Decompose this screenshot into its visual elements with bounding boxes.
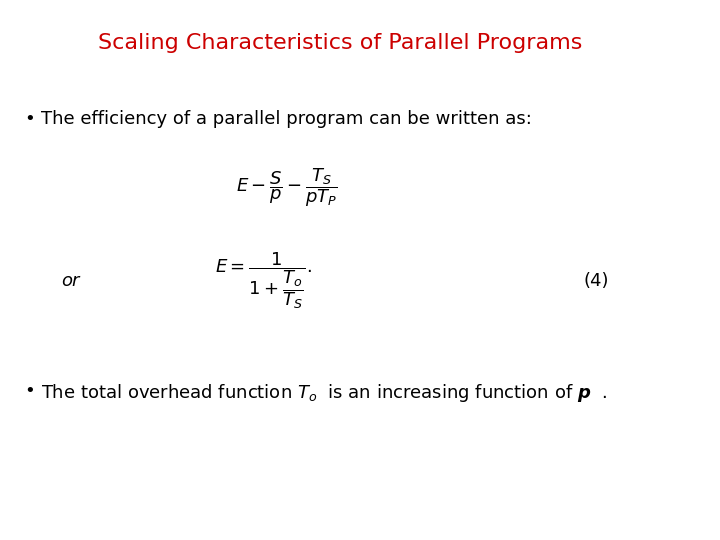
Text: or: or xyxy=(61,272,80,289)
Text: Scaling Characteristics of Parallel Programs: Scaling Characteristics of Parallel Prog… xyxy=(99,33,582,53)
Text: $E-\dfrac{S}{p}-\dfrac{T_S}{pT_P}$: $E-\dfrac{S}{p}-\dfrac{T_S}{pT_P}$ xyxy=(236,166,338,209)
Text: The total overhead function $\boldsymbol{T_o}$  is an increasing function of $\b: The total overhead function $\boldsymbol… xyxy=(41,382,608,403)
Text: The efficiency of a parallel program can be written as:: The efficiency of a parallel program can… xyxy=(41,111,532,129)
Text: •: • xyxy=(24,382,35,400)
Text: •: • xyxy=(24,111,35,129)
Text: $E=\dfrac{1}{1+\dfrac{T_o}{T_S}}.$: $E=\dfrac{1}{1+\dfrac{T_o}{T_S}}.$ xyxy=(215,251,312,311)
Text: (4): (4) xyxy=(583,272,609,289)
